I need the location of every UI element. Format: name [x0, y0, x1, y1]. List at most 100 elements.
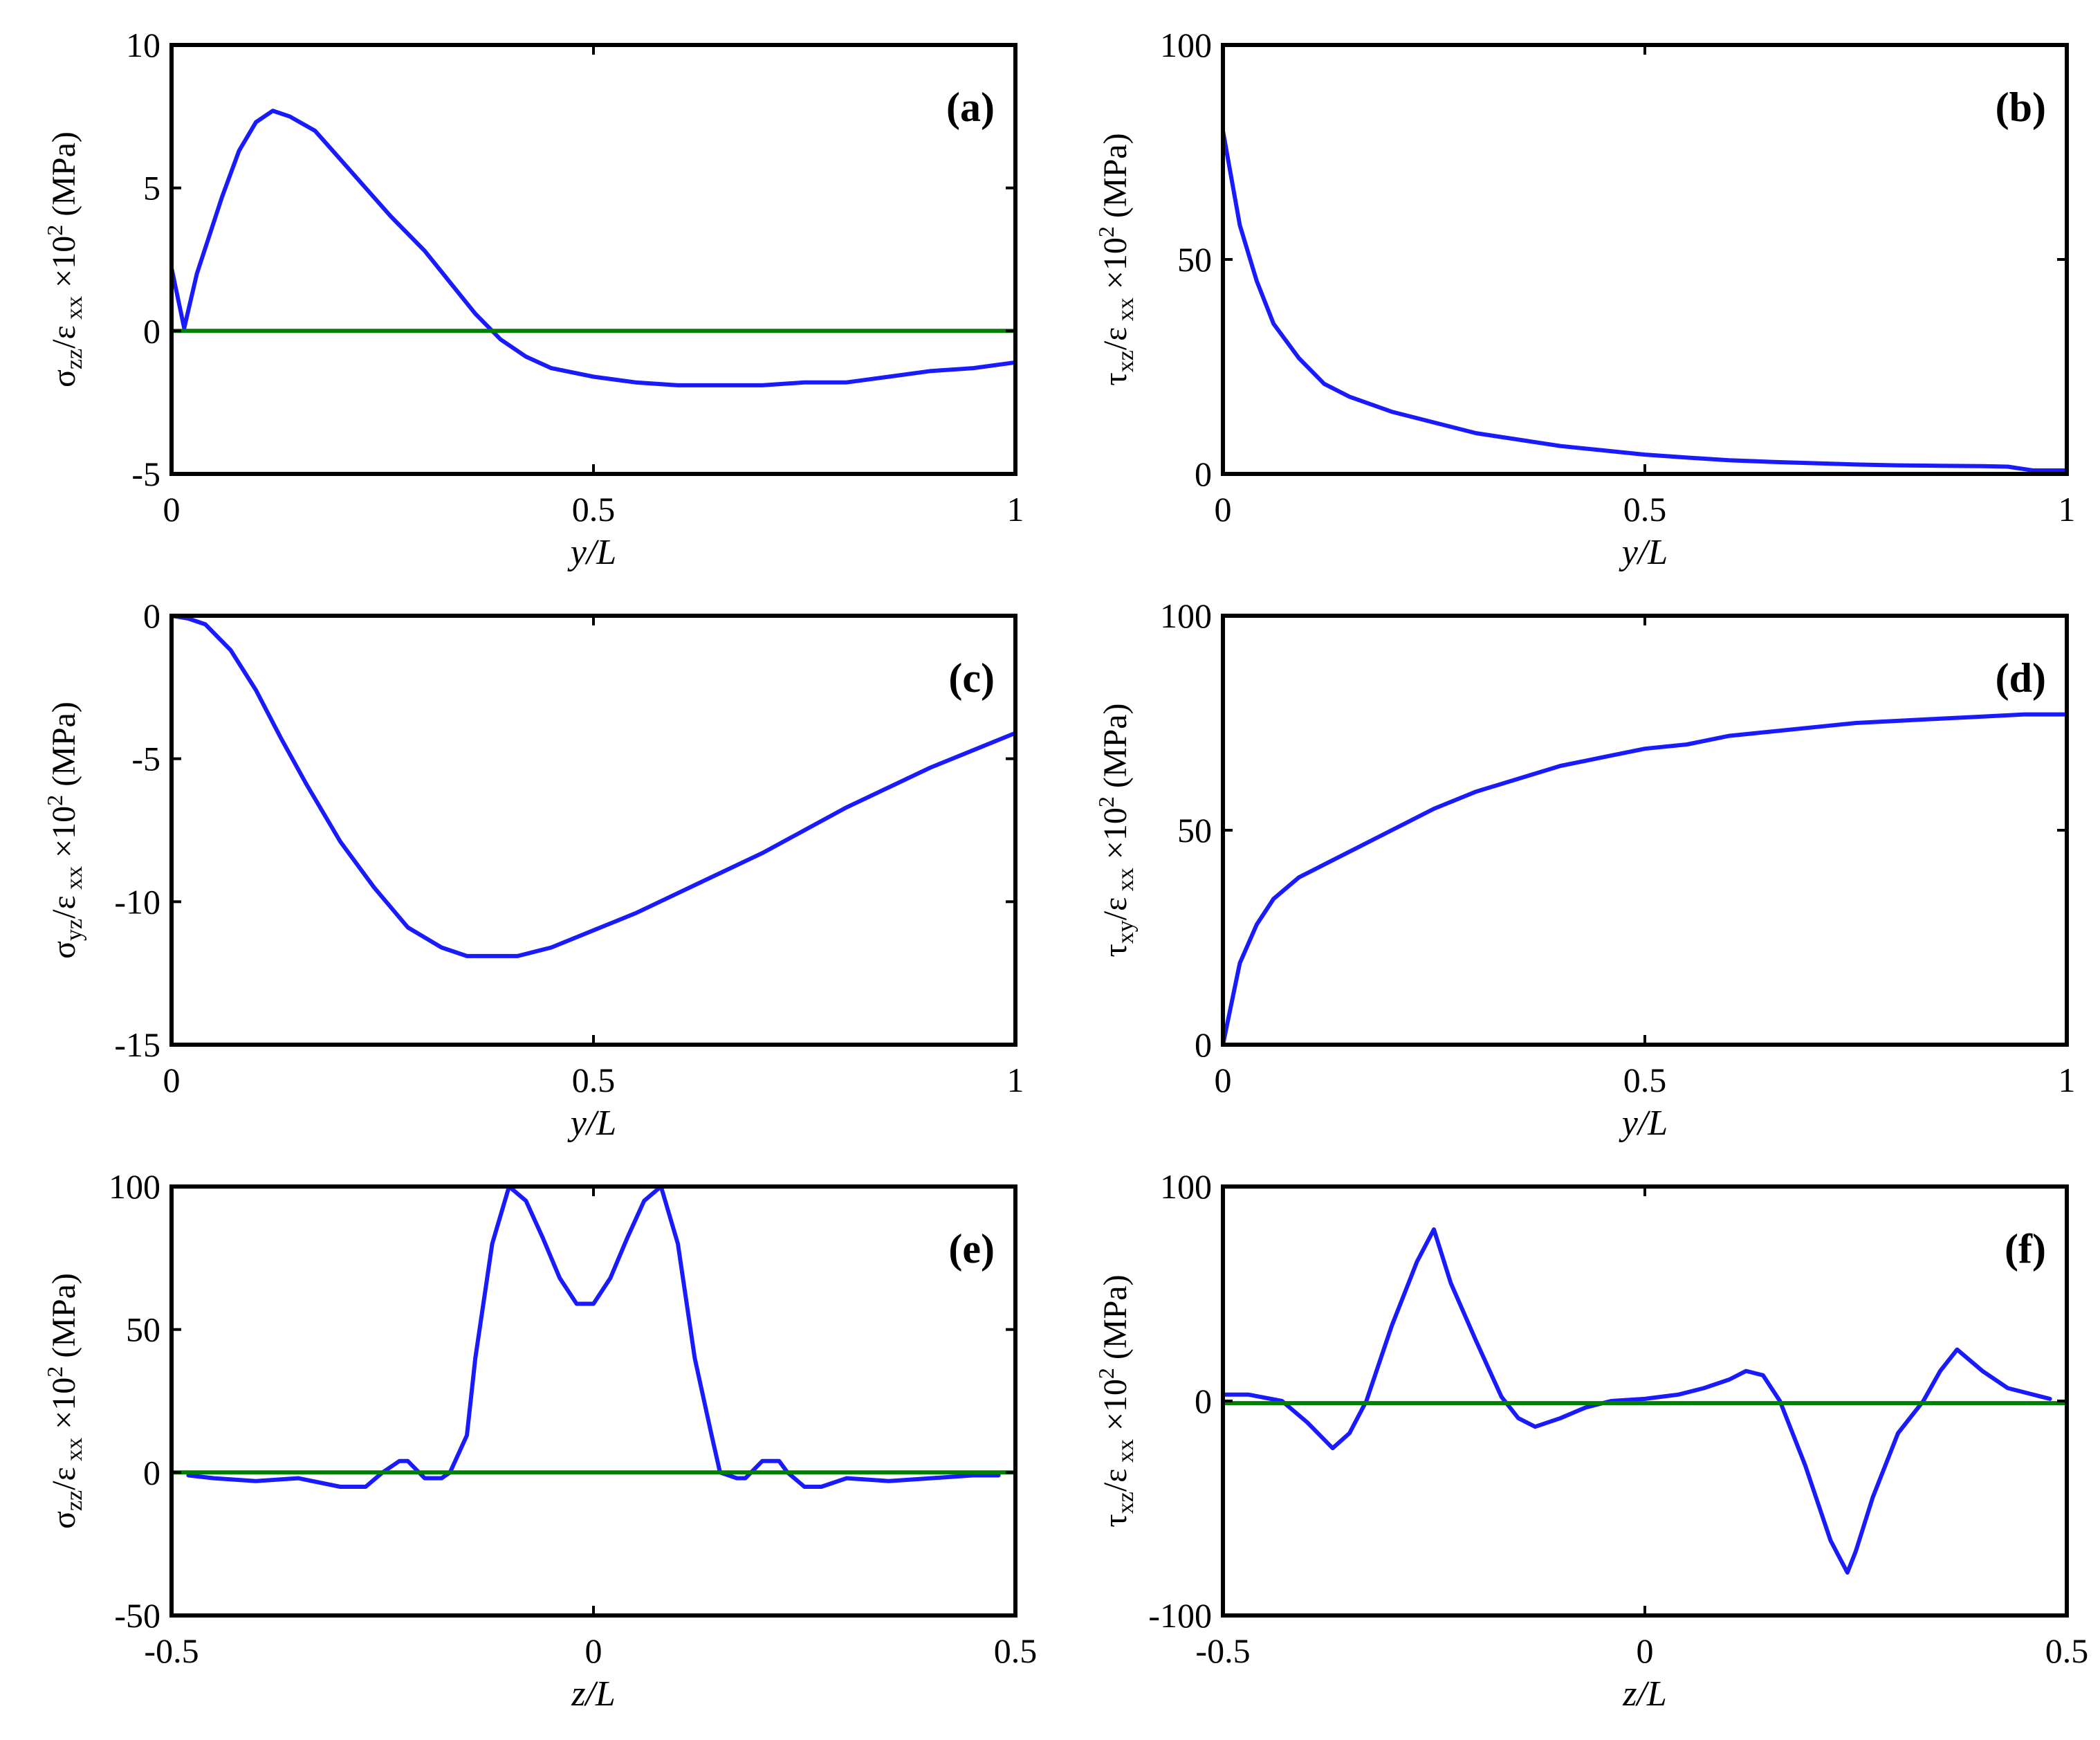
y-axis-label-part: xx — [62, 296, 87, 326]
x-tick-label: 0 — [163, 490, 181, 529]
chart-panel-2: 0 0.5 1 -15 -10 -5 0 y/L σyz/ε xx ×102 (MPa) (c) — [42, 596, 1024, 1143]
axes-frame — [169, 43, 1017, 476]
y-axis-label: σyz/ε xx ×102 (MPa) — [42, 702, 87, 959]
x-tick-label: 0 — [1215, 1061, 1232, 1099]
y-tick-label: 0 — [143, 1453, 160, 1492]
y-axis-label-part: σ — [46, 1511, 82, 1529]
y-axis-label: τxy/ε xx ×102 (MPa) — [1094, 703, 1139, 957]
y-tick-label: 50 — [1177, 811, 1212, 850]
y-axis-label-part: τ — [1097, 372, 1134, 385]
x-tick-label: 1 — [1007, 1061, 1024, 1099]
y-tick-label: 0 — [1195, 1025, 1212, 1064]
y-tick-label: -100 — [1148, 1596, 1212, 1635]
y-axis-label: σzz/ε xx ×102 (MPa) — [42, 1273, 87, 1529]
y-axis-label-part: 2 — [42, 795, 67, 806]
y-axis-label-part: 2 — [42, 1366, 67, 1377]
y-axis-label-part: zz — [62, 1490, 87, 1511]
y-axis-label-part: zz — [62, 349, 87, 369]
y-axis-label-part: /ε — [1097, 327, 1134, 351]
y-axis-label-part: 2 — [42, 225, 67, 236]
y-axis-label-part: xx — [1113, 868, 1139, 897]
x-axis-label: y/L — [567, 1103, 616, 1143]
x-axis-label: z/L — [571, 1674, 616, 1714]
y-axis-label-part: xz — [1113, 1492, 1139, 1514]
x-tick-label: 0.5 — [572, 1061, 616, 1099]
y-axis-label-part: (MPa) — [1097, 703, 1134, 796]
x-tick-label: 1 — [1007, 490, 1024, 529]
y-axis-label-part: 2 — [1094, 226, 1118, 237]
series-line-blue — [1221, 1227, 2052, 1575]
y-axis-label-part: xx — [62, 866, 87, 896]
y-tick-label: -5 — [131, 455, 160, 493]
y-tick-label: -10 — [114, 882, 160, 921]
y-axis-label-part: /ε — [46, 895, 82, 919]
axes-frame — [1221, 43, 2069, 476]
x-axis-label: y/L — [567, 533, 616, 572]
y-axis-label-part: τ — [1097, 944, 1134, 957]
axes-frame — [169, 614, 1017, 1047]
panel-label: (b) — [1996, 84, 2046, 130]
chart-panel-5: -0.5 0 0.5 -100 0 100 z/L τxz/ε xx ×102 (MPa) (f… — [1094, 1167, 2088, 1714]
y-tick-label: 0 — [1195, 455, 1212, 493]
x-tick-label: 0.5 — [572, 490, 616, 529]
panel-label: (f) — [2005, 1226, 2046, 1272]
y-tick-label: 0 — [143, 311, 160, 350]
axes-frame — [1221, 614, 2069, 1047]
series-line-blue — [186, 1184, 1001, 1489]
y-axis-label-part: ×10 — [46, 806, 82, 866]
y-axis-label-part: /ε — [46, 325, 82, 349]
y-axis-label-part: /ε — [1097, 1469, 1134, 1492]
y-axis-label-part: xx — [62, 1438, 87, 1467]
y-tick-label: -15 — [114, 1025, 160, 1064]
panel-label: (c) — [948, 655, 995, 701]
y-axis-label-part: ×10 — [1097, 1379, 1134, 1439]
y-axis-label-part: xx — [1113, 297, 1139, 327]
chart-panel-1: 0 0.5 1 0 50 100 y/L τxz/ε xx ×102 (MPa) (b) — [1094, 26, 2076, 572]
x-tick-label: 0.5 — [1623, 490, 1667, 529]
x-axis-label: z/L — [1622, 1674, 1667, 1714]
y-axis-label-part: (MPa) — [1097, 1274, 1134, 1368]
y-axis-label-part: xz — [1113, 350, 1139, 372]
y-axis-label-part: (MPa) — [46, 131, 82, 225]
panel-label: (a) — [946, 84, 995, 130]
y-tick-label: 100 — [1160, 596, 1212, 635]
y-axis-label: τxz/ε xx ×102 (MPa) — [1094, 1274, 1139, 1527]
y-tick-label: 5 — [143, 169, 160, 208]
x-tick-label: 0 — [585, 1631, 602, 1670]
y-axis-label-part: ×10 — [46, 1377, 82, 1438]
chart-panel-3: 0 0.5 1 0 50 100 y/L τxy/ε xx ×102 (MPa) (d) — [1094, 596, 2076, 1143]
y-tick-label: -5 — [131, 740, 160, 778]
series-line-blue — [169, 614, 1017, 958]
y-axis-label-part: ×10 — [46, 236, 82, 296]
y-axis-label-part: σ — [46, 369, 82, 387]
y-axis-label: σzz/ε xx ×102 (MPa) — [42, 131, 87, 387]
y-axis-label-part: 2 — [1094, 1368, 1118, 1379]
x-tick-label: 0 — [163, 1061, 181, 1099]
axes-frame — [169, 1184, 1017, 1618]
x-tick-label: 0.5 — [994, 1631, 1038, 1670]
x-tick-label: 1 — [2058, 1061, 2076, 1099]
x-tick-label: 0 — [1637, 1631, 1654, 1670]
panel-label: (d) — [1996, 655, 2046, 701]
x-tick-label: 0.5 — [1623, 1061, 1667, 1099]
x-tick-label: 1 — [2058, 490, 2076, 529]
y-tick-label: 100 — [1160, 1167, 1212, 1206]
y-tick-label: 50 — [1177, 240, 1212, 279]
x-tick-label: -0.5 — [144, 1631, 199, 1670]
y-tick-label: 0 — [143, 596, 160, 635]
y-axis-label-part: τ — [1097, 1514, 1134, 1527]
y-axis-label-part: /ε — [46, 1467, 82, 1490]
x-axis-label: y/L — [1619, 1103, 1668, 1143]
y-tick-label: 0 — [1195, 1382, 1212, 1420]
y-axis-label: τxz/ε xx ×102 (MPa) — [1094, 133, 1139, 385]
y-tick-label: 10 — [126, 26, 160, 64]
y-axis-label-part: (MPa) — [46, 702, 82, 795]
y-axis-label-part: xy — [1113, 920, 1139, 944]
axes-frame — [1221, 1184, 2069, 1618]
series-line-blue — [169, 109, 1017, 387]
x-tick-label: 0 — [1215, 490, 1232, 529]
y-axis-label-part: (MPa) — [46, 1273, 82, 1366]
y-axis-label-part: ×10 — [1097, 807, 1134, 868]
